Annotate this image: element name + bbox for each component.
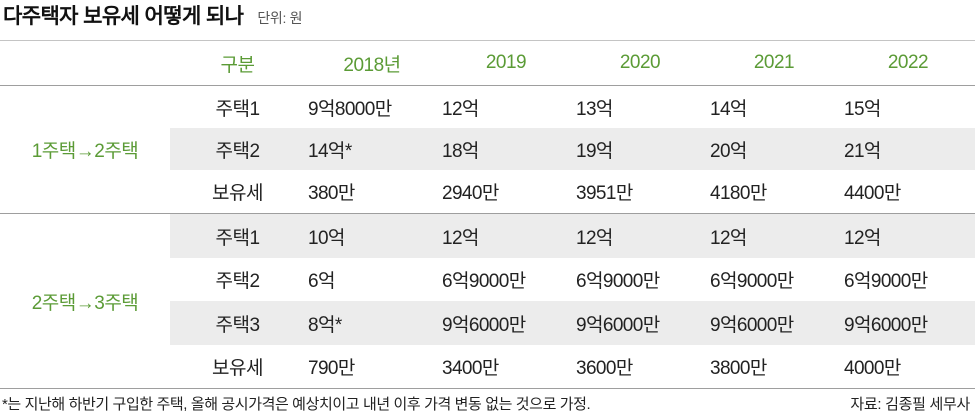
table-row-house2: 주택2 14억* 18억 19억 20억 21억	[170, 128, 975, 170]
row-label: 주택1	[215, 98, 260, 120]
table-row-house3: 주택3 8억* 9억6000만 9억6000만 9억6000만 9억6000만	[170, 301, 975, 345]
header-divider	[0, 85, 975, 86]
footnote: *는 지난해 하반기 구입한 주택, 올해 공시가격은 예상치이고 내년 이후 …	[2, 396, 591, 413]
row-label: 주택2	[215, 140, 260, 162]
value-cell-2019: 2940만	[442, 183, 499, 204]
value-cell-2018: 14억*	[308, 140, 352, 162]
value-cell-2020: 19억	[576, 140, 613, 162]
group-label: 1주택→2주택	[31, 141, 139, 162]
value-cell-2022: 6억9000만	[844, 271, 928, 292]
top-divider	[0, 40, 975, 41]
value-cell-2020: 9억6000만	[576, 314, 660, 336]
value-cell-2022: 4000만	[844, 358, 901, 379]
unit-label: 단위: 원	[257, 10, 303, 26]
row-label: 보유세	[212, 183, 263, 204]
value-cell-2020: 3600만	[576, 358, 633, 379]
value-cell-2018: 380만	[308, 183, 355, 204]
table-row-holding-tax: 보유세 790만 3400만 3600만 3800만 4000만	[170, 345, 975, 388]
value-cell-2018: 9억8000만	[308, 98, 392, 120]
column-header-2021: 2021	[753, 52, 795, 73]
value-cell-2020: 12억	[576, 227, 613, 249]
column-header-2022: 2022	[887, 52, 929, 73]
value-cell-2020: 13억	[576, 98, 613, 120]
table-row-house2: 주택2 6억 6억9000만 6억9000만 6억9000만 6억9000만	[170, 258, 975, 301]
value-cell-2022: 9억6000만	[844, 314, 928, 336]
value-cell-2018: 790만	[308, 358, 355, 379]
row-label: 주택1	[215, 227, 260, 249]
title-bar: 다주택자 보유세 어떻게 되나 단위: 원	[3, 3, 303, 31]
value-cell-2022: 15억	[844, 98, 881, 120]
row-label: 주택2	[215, 271, 260, 292]
value-cell-2022: 21억	[844, 140, 881, 162]
column-header-2018: 2018년	[343, 54, 401, 76]
table-group-1to2: 1주택→2주택 주택1 9억8000만 12억 13억 14억 15억 주택2 …	[0, 86, 975, 213]
group-rows: 주택1 9억8000만 12억 13억 14억 15억 주택2 14억* 18억…	[170, 86, 975, 213]
value-cell-2021: 20억	[710, 140, 747, 162]
header-row: 구분 2018년 2019 2020 2021 2022	[0, 41, 975, 85]
source-credit: 자료: 김종필 세무사	[850, 396, 970, 413]
value-cell-2021: 14억	[710, 98, 747, 120]
table-row-house1: 주택1 10억 12억 12억 12억 12억	[170, 214, 975, 258]
table-row-holding-tax: 보유세 380만 2940만 3951만 4180만 4400만	[170, 170, 975, 213]
value-cell-2021: 4180만	[710, 183, 767, 204]
value-cell-2022: 12억	[844, 227, 881, 249]
value-cell-2021: 6억9000만	[710, 271, 794, 292]
header-spacer	[0, 41, 170, 85]
value-cell-2021: 9억6000만	[710, 314, 794, 336]
group-label: 2주택→3주택	[31, 292, 139, 314]
column-header-2020: 2020	[619, 52, 661, 73]
value-cell-2019: 12억	[442, 98, 479, 120]
value-cell-2019: 6억9000만	[442, 271, 526, 292]
value-cell-2019: 3400만	[442, 358, 499, 379]
column-header-category: 구분	[220, 54, 255, 76]
row-label: 보유세	[212, 358, 263, 379]
chart-title: 다주택자 보유세 어떻게 되나	[3, 5, 244, 28]
table-row-house1: 주택1 9억8000만 12억 13억 14억 15억	[170, 86, 975, 128]
value-cell-2018: 8억*	[308, 314, 342, 336]
row-label: 주택3	[215, 314, 260, 336]
table-group-2to3: 2주택→3주택 주택1 10억 12억 12억 12억 12억 주택2 6억 6…	[0, 214, 975, 388]
bottom-divider	[0, 388, 975, 389]
value-cell-2022: 4400만	[844, 183, 901, 204]
value-cell-2020: 3951만	[576, 183, 633, 204]
column-header-2019: 2019	[485, 52, 527, 73]
value-cell-2021: 3800만	[710, 358, 767, 379]
value-cell-2019: 18억	[442, 140, 479, 162]
value-cell-2018: 10억	[308, 227, 345, 249]
value-cell-2018: 6억	[308, 271, 335, 292]
group-divider	[0, 213, 975, 214]
footer: *는 지난해 하반기 구입한 주택, 올해 공시가격은 예상치이고 내년 이후 …	[0, 395, 975, 415]
value-cell-2020: 6억9000만	[576, 271, 660, 292]
value-cell-2019: 12억	[442, 227, 479, 249]
value-cell-2019: 9억6000만	[442, 314, 526, 336]
value-cell-2021: 12억	[710, 227, 747, 249]
group-rows: 주택1 10억 12억 12억 12억 12억 주택2 6억 6억9000만 6…	[170, 214, 975, 388]
